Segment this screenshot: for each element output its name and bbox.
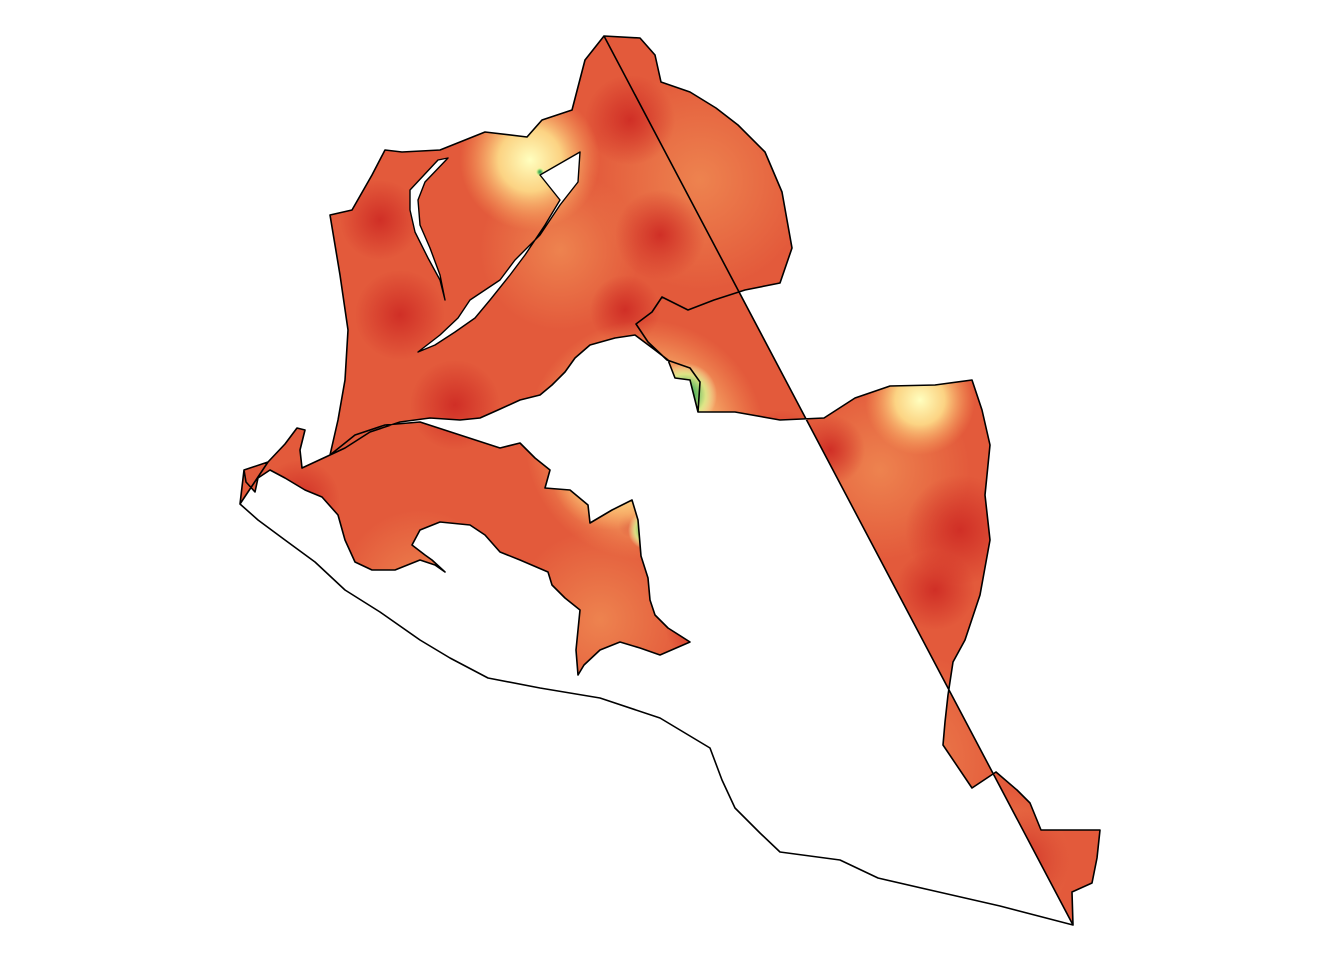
red-hotspot-16	[715, 495, 765, 545]
orange-hotspot-7	[660, 500, 780, 620]
boundary-line	[239, 35, 1101, 926]
red-hotspot-11	[340, 180, 420, 260]
inlet-1	[409, 157, 449, 301]
yellow-hotspot-33	[820, 838, 864, 882]
green-hotspot-40	[867, 707, 883, 723]
orange-hotspot-3	[790, 650, 1010, 870]
red-hotspot-26	[870, 710, 910, 750]
red-hotspot-15	[795, 415, 865, 485]
red-hotspot-9	[615, 190, 705, 280]
green-hotspot-37	[653, 363, 717, 427]
red-hotspot-8	[585, 75, 675, 165]
red-hotspot-12	[410, 360, 500, 450]
yellow-hotspot-32	[848, 680, 908, 740]
red-hotspot-23	[435, 575, 525, 665]
yellow-hotspot-34	[725, 480, 815, 570]
yellow-hotspot-30	[525, 320, 765, 560]
red-hotspot-18	[780, 580, 860, 660]
water-bodies	[409, 151, 581, 353]
green-hotspot-38	[628, 510, 668, 550]
inlet-0	[417, 151, 581, 353]
interpolated-surface	[240, 36, 1100, 925]
green-hotspot-39	[750, 502, 794, 546]
orange-hotspot-5	[340, 510, 500, 670]
red-hotspot-20	[695, 670, 815, 790]
green-hotspot-36	[548, 383, 632, 467]
orange-hotspot-4	[510, 530, 690, 710]
red-hotspot-19	[665, 585, 745, 665]
red-hotspot-10	[355, 270, 445, 360]
red-hotspot-25	[895, 550, 975, 630]
red-hotspot-27	[555, 390, 585, 420]
yellow-hotspot-31	[865, 345, 975, 455]
region-boundary	[239, 35, 1101, 926]
red-hotspot-24	[260, 460, 340, 540]
